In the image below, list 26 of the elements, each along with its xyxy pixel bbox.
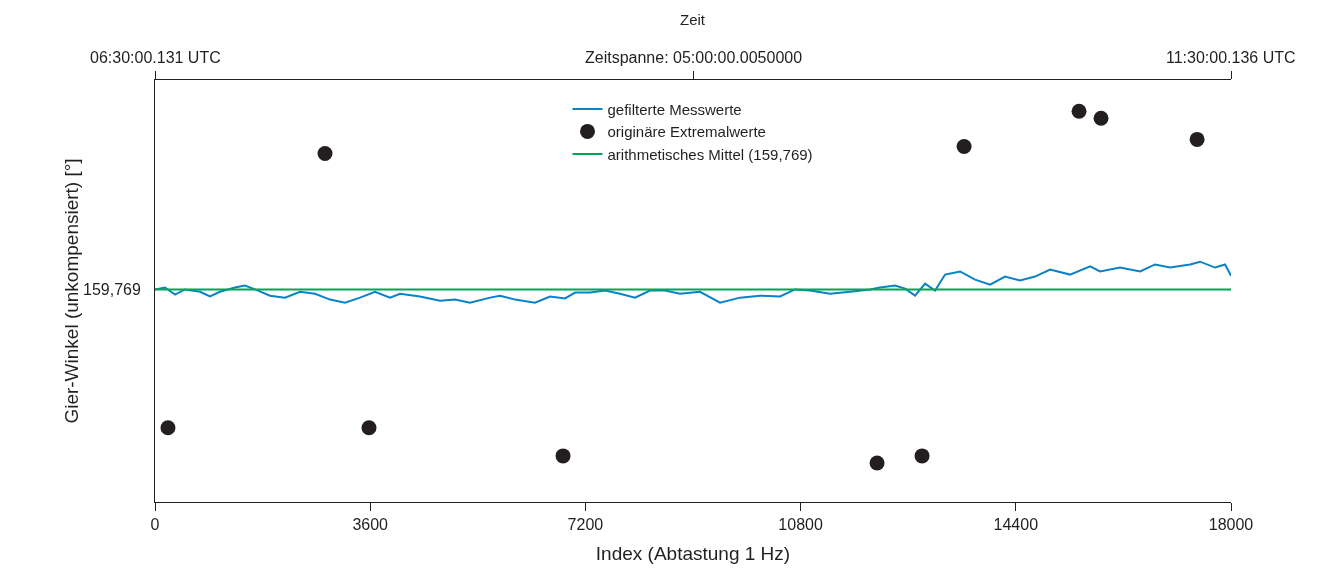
point xyxy=(869,455,885,471)
x-axis-title: Index (Abtastung 1 Hz) xyxy=(595,543,791,564)
text: Zeit xyxy=(680,11,706,28)
x-tick-label: 18000 xyxy=(1208,516,1254,534)
point xyxy=(914,448,930,464)
x-tick-label: 3600 xyxy=(352,516,389,534)
x-tick-label: 7200 xyxy=(567,516,604,534)
text: Zeitspanne: 05:00:00.0050000 xyxy=(585,49,803,66)
legend-label: originäre Extremalwerte xyxy=(607,123,766,141)
text: 159,769 xyxy=(83,281,141,298)
x-tick-label: 10800 xyxy=(778,516,823,534)
point xyxy=(361,420,377,436)
point xyxy=(1093,110,1109,126)
legend-label: arithmetisches Mittel (159,769) xyxy=(607,145,813,163)
x-tick-label: 0 xyxy=(150,516,160,534)
point xyxy=(317,145,333,161)
point xyxy=(555,448,571,464)
legend-label: gefilterte Messwerte xyxy=(607,100,742,118)
x-tick-label: 14400 xyxy=(993,516,1039,534)
text: 11:30:00.136 UTC xyxy=(1166,49,1296,66)
text: 06:30:00.131 UTC xyxy=(90,49,221,66)
point xyxy=(1071,103,1087,119)
y-axis-title: Gier-Winkel (unkompensiert) [°] xyxy=(60,158,82,424)
point xyxy=(160,420,176,436)
point xyxy=(956,138,972,154)
point xyxy=(1189,131,1205,147)
